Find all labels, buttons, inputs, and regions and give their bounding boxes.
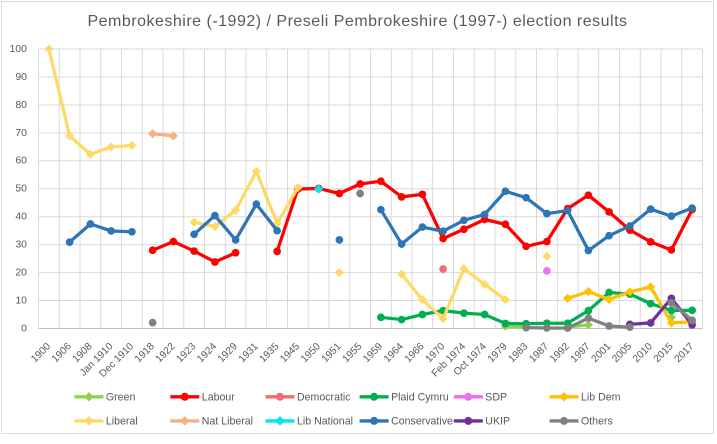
svg-text:30: 30	[15, 239, 27, 251]
svg-text:60: 60	[15, 155, 27, 167]
svg-text:10: 10	[15, 294, 27, 306]
svg-text:100: 100	[9, 43, 27, 55]
svg-text:Nat Liberal: Nat Liberal	[202, 416, 253, 428]
svg-text:Green: Green	[106, 392, 136, 404]
svg-text:Pembrokeshire (-1992) / Presel: Pembrokeshire (-1992) / Preseli Pembroke…	[87, 13, 627, 30]
svg-text:70: 70	[15, 127, 27, 139]
svg-text:Lib National: Lib National	[297, 416, 353, 428]
svg-text:40: 40	[15, 211, 27, 223]
svg-text:Plaid Cymru: Plaid Cymru	[391, 392, 449, 404]
svg-text:90: 90	[15, 71, 27, 83]
svg-text:20: 20	[15, 267, 27, 279]
svg-text:Liberal: Liberal	[106, 416, 138, 428]
svg-text:Democratic: Democratic	[297, 392, 351, 404]
svg-text:Lib Dem: Lib Dem	[581, 392, 621, 404]
svg-text:50: 50	[15, 183, 27, 195]
svg-text:Labour: Labour	[202, 392, 235, 404]
svg-text:Conservative: Conservative	[391, 416, 453, 428]
svg-text:80: 80	[15, 99, 27, 111]
svg-text:0: 0	[21, 322, 27, 334]
svg-text:Others: Others	[581, 416, 613, 428]
svg-text:UKIP: UKIP	[485, 416, 510, 428]
svg-text:SDP: SDP	[485, 392, 507, 404]
